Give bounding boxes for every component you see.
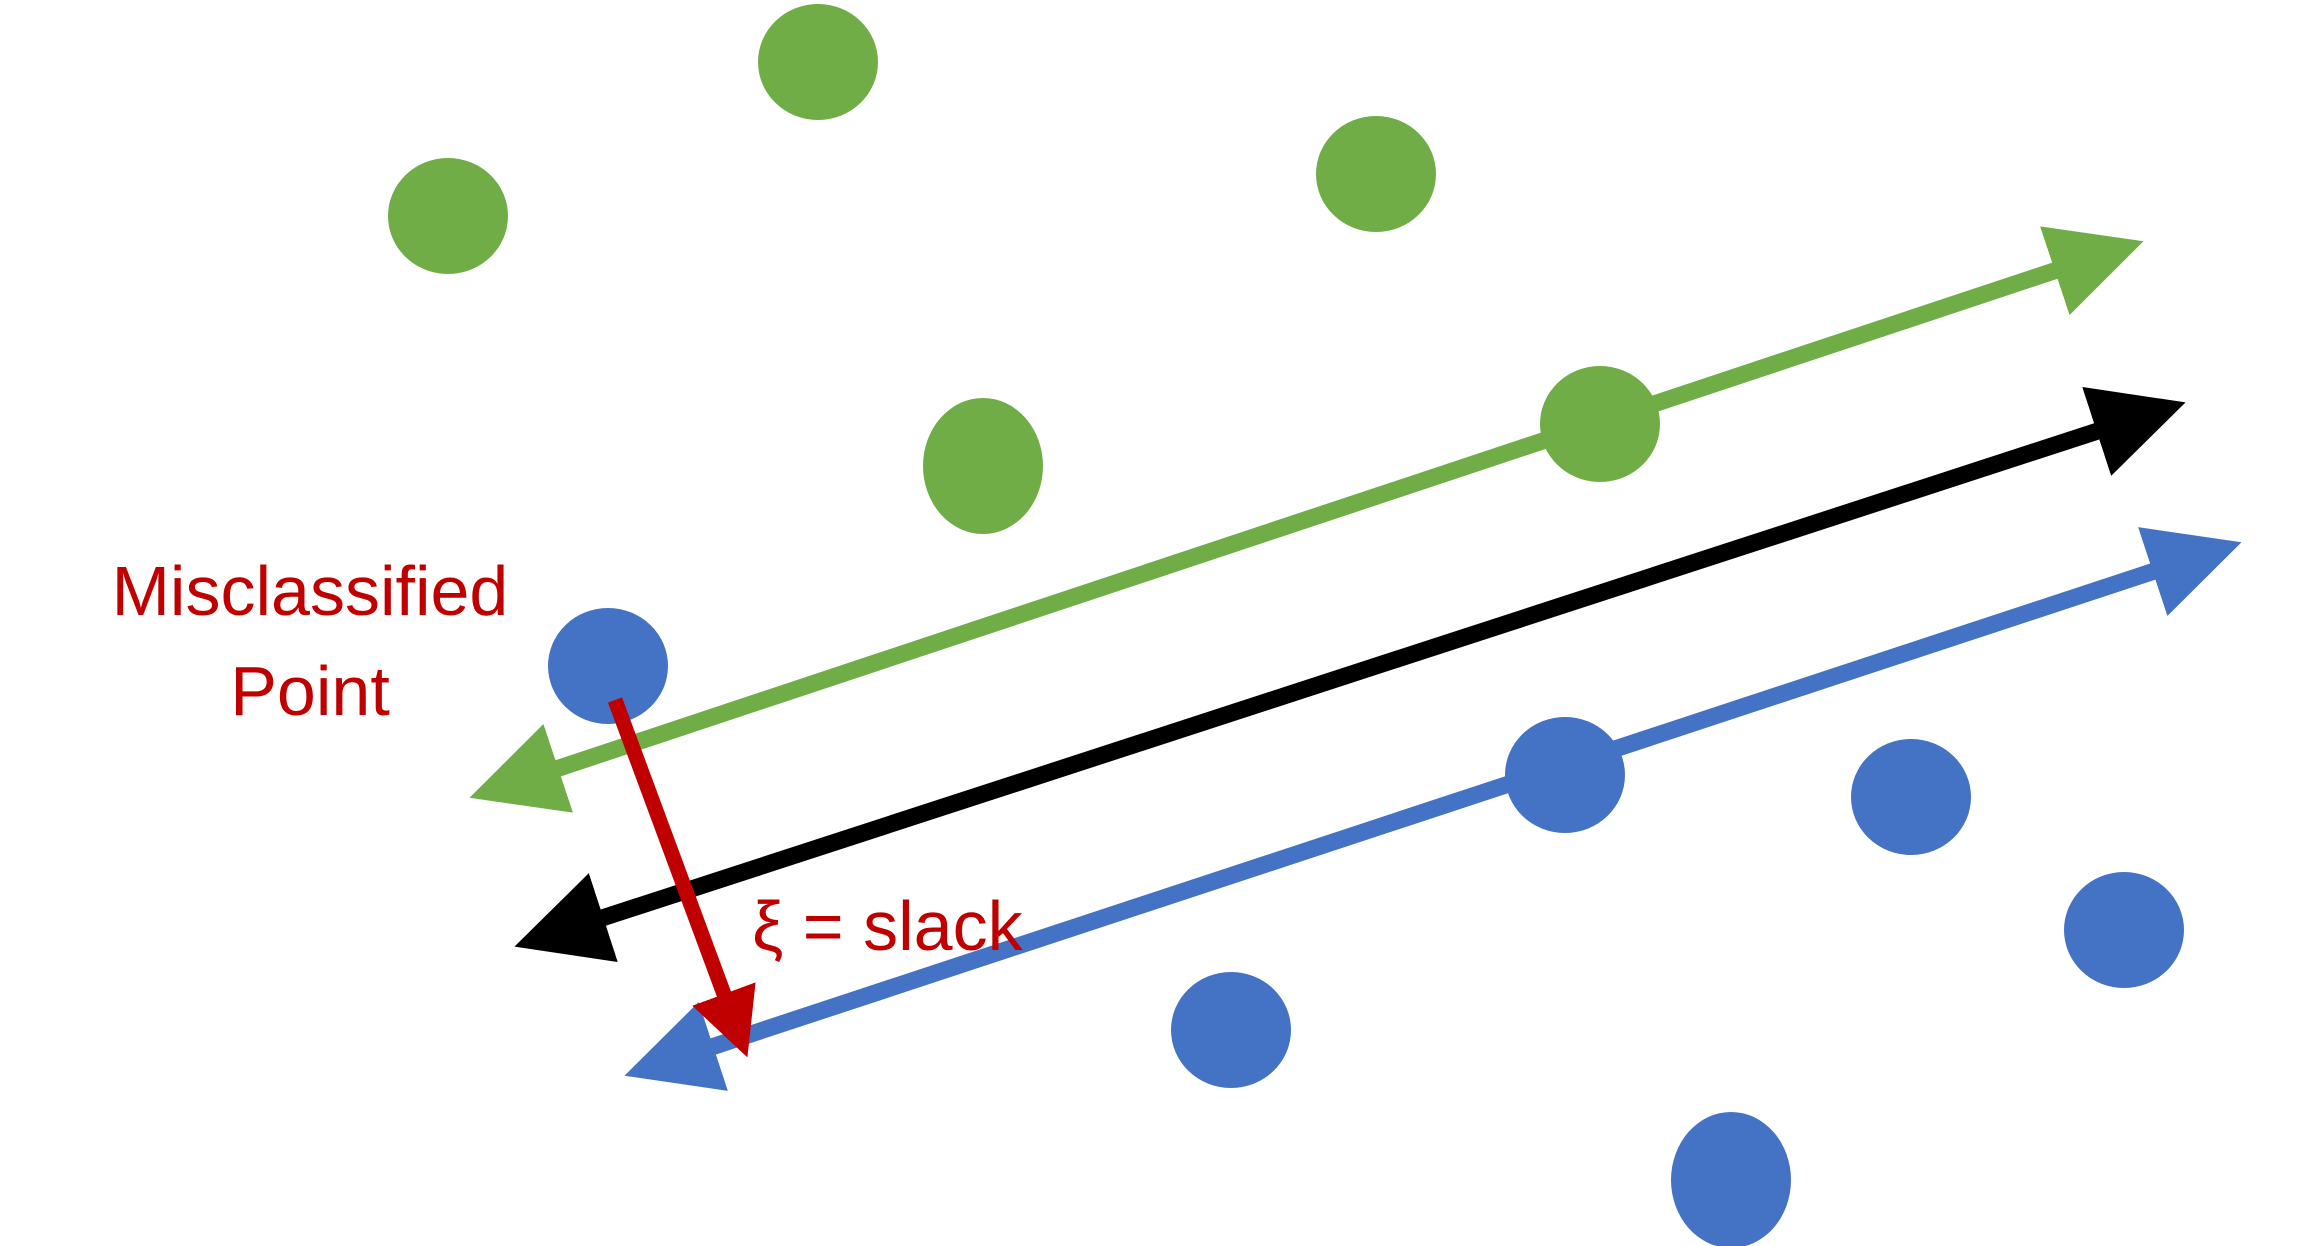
blue-point <box>2064 872 2184 988</box>
slack-label: ξ = slack <box>752 887 1024 965</box>
misclassified-label-line1: Misclassified <box>112 552 509 630</box>
green-point <box>1316 116 1436 232</box>
slack-arrow <box>607 697 756 1058</box>
green-point-on-margin <box>1540 366 1660 482</box>
positive-margin-line <box>469 226 2144 813</box>
blue-point <box>1851 739 1971 855</box>
misclassified-label-line2: Point <box>230 652 390 730</box>
negative-margin-line <box>624 527 2242 1091</box>
green-point <box>923 398 1043 534</box>
blue-point-on-margin <box>1505 717 1625 833</box>
green-point <box>758 4 878 120</box>
decision-boundary-line <box>514 386 2186 963</box>
blue-point-misclassified <box>548 608 668 724</box>
green-point <box>388 158 508 274</box>
blue-point <box>1171 972 1291 1088</box>
blue-point <box>1671 1112 1791 1246</box>
